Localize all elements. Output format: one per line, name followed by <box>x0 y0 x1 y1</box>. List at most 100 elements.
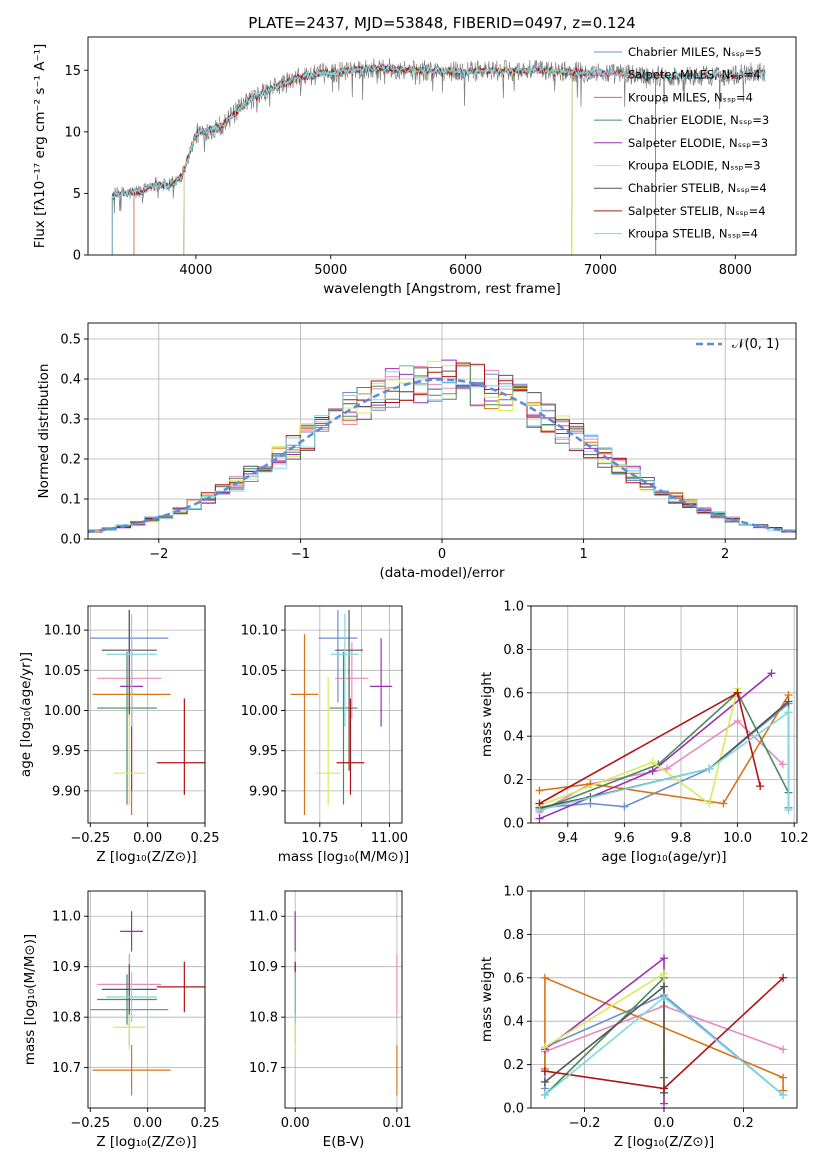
series-kroupa-elodie <box>539 688 739 807</box>
x-axis-label: (data-model)/error <box>379 565 505 581</box>
plot-area <box>88 359 796 534</box>
spectrum-legend: Chabrier MILES, Nₛₛₚ=5 Salpeter MILES, Nₛ… <box>594 45 769 241</box>
panel-mass-vs-Z: −0.25 0.00 0.25 10.7 10.8 10.9 11.0 Z [log₁₀(Z/… <box>22 890 219 1150</box>
y-tick-label: 10.00 <box>44 704 81 719</box>
point-marker <box>779 1045 788 1054</box>
point-marker <box>784 697 793 706</box>
x-tick-label: 0.00 <box>281 1116 310 1131</box>
point-marker <box>660 969 668 978</box>
x-tick-label: 0 <box>438 547 446 562</box>
y-tick-label: 0.6 <box>503 686 524 701</box>
axes-frame <box>284 605 403 824</box>
point-marker <box>660 1084 668 1093</box>
point-marker <box>756 782 765 791</box>
panel-age-vs-Z: −0.25 0.00 0.25 9.90 9.95 10.00 10.05 10.10 Z [l… <box>18 605 220 865</box>
point-marker <box>779 1090 788 1099</box>
y-tick-label: 0.0 <box>503 817 524 832</box>
legend-entry: Chabrier MILES, Nₛₛₚ=5 <box>628 45 762 59</box>
x-tick-label: −0.2 <box>569 1116 601 1131</box>
y-tick-label: 1.0 <box>503 885 524 900</box>
y-tick-label: 0.4 <box>503 730 524 745</box>
y-tick-label: 9.95 <box>249 744 278 759</box>
y-tick-label: 5 <box>73 187 81 202</box>
y-tick-label: 10.8 <box>52 1011 81 1026</box>
x-tick-label: 5000 <box>314 263 347 278</box>
histogram-legend: 𝒩(0, 1) <box>696 337 779 352</box>
legend-entry: Chabrier STELIB, Nₛₛₚ=4 <box>628 181 767 195</box>
panel-age-vs-mass: 10.75 11.00 9.90 9.95 10.00 10.05 10.10 mass [l… <box>241 605 409 865</box>
panel-mass-vs-ebv: 0.00 0.01 10.7 10.8 10.9 11.0 E(B-V) <box>249 890 411 1150</box>
y-tick-label: 10.10 <box>241 624 278 639</box>
point-marker <box>660 954 668 963</box>
axes-frame <box>87 322 797 540</box>
panel-mass-weight-vs-age: 9.4 9.6 9.8 10.0 10.2 0.0 0.2 0.4 0.6 0.8 1.0 age [… <box>479 600 809 866</box>
y-tick-label: 0.4 <box>503 1015 524 1030</box>
point-marker <box>660 982 668 991</box>
gaussian-curve <box>88 378 796 534</box>
point-marker <box>662 764 671 773</box>
model-spectrum-kroupa-stelib <box>111 63 766 255</box>
legend-entry: Salpeter MILES, Nₛₛₚ=4 <box>628 68 761 82</box>
x-tick-label: 0.00 <box>133 1116 162 1131</box>
panel-residual-histogram: −2 −1 0 1 2 0.0 0.1 0.2 0.3 0.4 0.5 (data-model)/er… <box>36 322 797 581</box>
x-tick-label: −2 <box>149 547 168 562</box>
point-marker <box>660 1099 668 1108</box>
x-axis-label: Z [log₁₀(Z/Z⊙)] <box>96 1134 196 1150</box>
y-tick-label: 11.0 <box>52 910 81 925</box>
axes-frame <box>87 605 206 824</box>
point-marker <box>784 805 793 814</box>
figure-title: PLATE=2437, MJD=53848, FIBERID=0497, z=0… <box>248 14 635 32</box>
x-tick-label: 10.0 <box>723 831 752 846</box>
point-marker <box>540 1077 549 1086</box>
axes-frame <box>87 890 206 1109</box>
y-tick-label: 10.00 <box>241 704 278 719</box>
panel-spectrum: 4000 5000 6000 7000 8000 0 5 10 15 wavelength [An… <box>32 36 797 297</box>
y-tick-label: 0 <box>73 249 81 264</box>
panel-mass-weight-vs-Z: −0.2 0.0 0.2 0.0 0.2 0.4 0.6 0.8 1.0 Z [log₁₀(Z/Z… <box>479 885 798 1150</box>
x-tick-label: 0.00 <box>133 831 162 846</box>
y-tick-label: 0.8 <box>503 928 524 943</box>
y-axis-label: mass weight <box>479 672 495 757</box>
series-kroupa-stelib <box>539 710 790 811</box>
x-axis-label: age [log₁₀(age/yr)] <box>601 849 726 865</box>
x-tick-label: −1 <box>291 547 310 562</box>
y-axis-label: mass weight <box>479 957 495 1042</box>
point-marker <box>779 1073 788 1082</box>
y-axis-label: Flux [fλ10⁻¹⁷ erg cm⁻² s⁻¹ A⁻¹] <box>32 44 48 249</box>
y-tick-label: 10 <box>64 125 81 140</box>
point-marker <box>779 973 788 982</box>
point-marker <box>719 799 728 808</box>
y-axis-label: mass [log₁₀(M/M⊙)] <box>22 934 38 1065</box>
x-tick-label: 11.00 <box>371 831 408 846</box>
y-tick-label: 0.3 <box>60 413 81 428</box>
x-axis-label: mass [log₁₀(M/M⊙)] <box>278 849 409 865</box>
x-tick-label: 9.6 <box>614 831 635 846</box>
x-axis-label: Z [log₁₀(Z/Z⊙)] <box>96 849 196 865</box>
plot-area <box>535 669 793 823</box>
plot-area <box>111 57 766 255</box>
y-tick-label: 0.8 <box>503 643 524 658</box>
point-marker <box>648 758 657 767</box>
y-tick-label: 0.5 <box>60 333 81 348</box>
y-tick-label: 0.0 <box>60 533 81 548</box>
y-tick-label: 10.9 <box>52 960 81 975</box>
x-tick-label: 10.75 <box>301 831 338 846</box>
y-tick-label: 0.1 <box>60 493 81 508</box>
point-marker <box>540 1090 549 1099</box>
legend-entry: Kroupa MILES, Nₛₛₚ=4 <box>628 90 753 104</box>
y-axis-label: age [log₁₀(age/yr)] <box>18 652 34 777</box>
x-tick-label: −0.25 <box>70 831 110 846</box>
legend-entry: Chabrier ELODIE, Nₛₛₚ=3 <box>628 113 769 127</box>
x-tick-label: 0.25 <box>191 831 220 846</box>
x-axis-label: E(B-V) <box>323 1134 365 1150</box>
plot-area <box>290 610 393 815</box>
point-marker <box>540 1043 549 1052</box>
y-tick-label: 9.90 <box>52 784 81 799</box>
histogram-salpeter-stelib <box>88 362 796 533</box>
histogram-salpeter-elodie <box>88 359 796 533</box>
series-kroupa-miles <box>539 694 790 805</box>
y-tick-label: 10.7 <box>52 1061 81 1076</box>
point-marker <box>540 1067 549 1076</box>
point-marker <box>540 973 549 982</box>
